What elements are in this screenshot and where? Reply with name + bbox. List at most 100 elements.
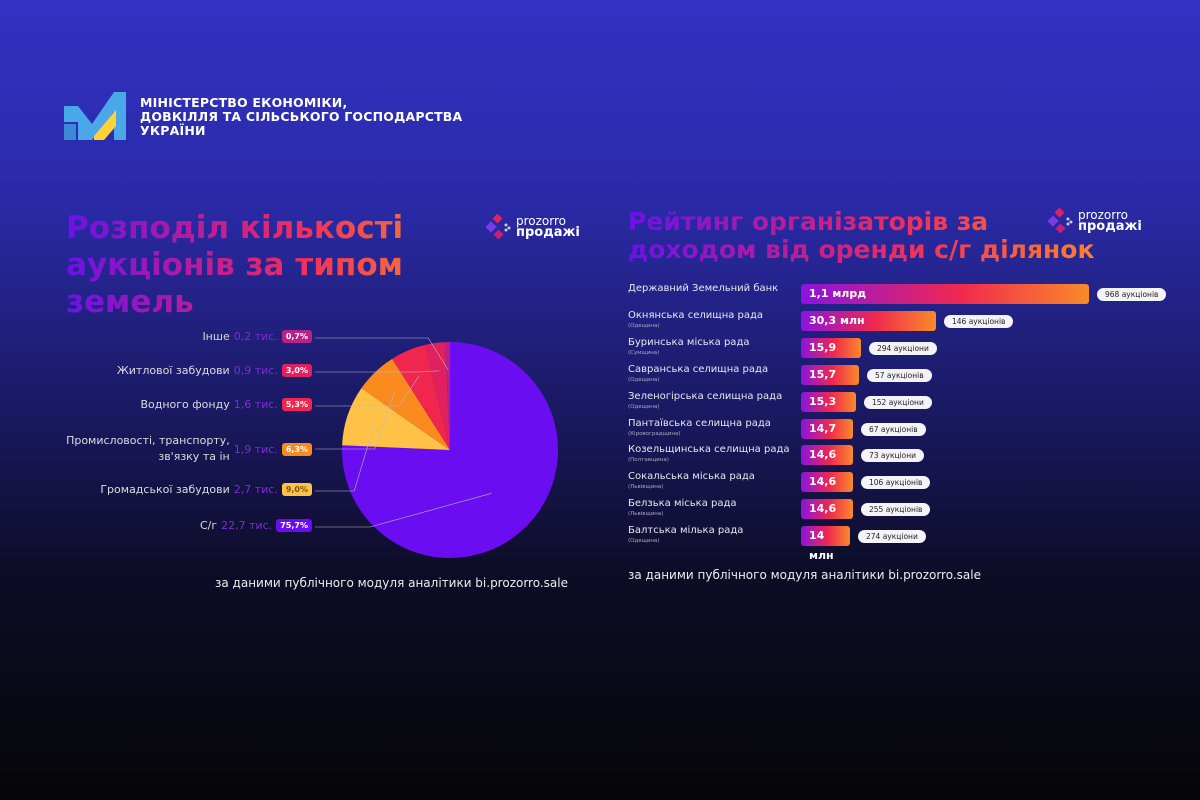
ministry-name-line2: ДОВКІЛЛЯ ТА СІЛЬСЬКОГО ГОСПОДАРСТВА: [140, 109, 463, 124]
bar: 30,3 млн: [801, 310, 936, 331]
brand-line2: продажі: [516, 225, 580, 240]
bar: 14,6 млн: [801, 445, 853, 481]
pie-leader-line: [315, 493, 492, 528]
ministry-name-line1: МІНІСТЕРСТВО ЕКОНОМІКИ,: [140, 95, 348, 110]
pie-label: Житлової забудови 0,9 тис. 3,0%: [117, 364, 312, 377]
bar: 14,7 млн: [801, 418, 853, 455]
auction-count-badge: 152 аукціони: [864, 395, 932, 409]
pie-chart-title: Розподіл кількості аукціонів за типом зе…: [66, 210, 466, 321]
bar-row: Зеленогірська селищна рада (Одещина) 15,…: [628, 390, 1188, 428]
pie-label-value: 1,6 тис.: [233, 398, 278, 411]
pie-label-value: 0,2 тис.: [233, 330, 278, 343]
organizer-name: Пантаївська селищна рада: [628, 417, 771, 429]
pie-leader-line: [315, 370, 439, 373]
pie-label: Громадської забудови 2,7 тис. 9,0%: [100, 483, 312, 496]
organizer-region: (Полтавщина): [628, 457, 669, 464]
source-note-left: за даними публічного модуля аналітики bi…: [215, 576, 568, 590]
prozorro-diamonds-icon: [1048, 208, 1073, 234]
pie-label-percent: 3,0%: [281, 364, 312, 377]
pie-leader-line: [315, 376, 420, 407]
pie-label-name: Громадської забудови: [100, 483, 230, 496]
auction-count-badge: 57 аукціонів: [867, 368, 932, 382]
organizer-name: Савранська селищна рада: [628, 363, 769, 375]
organizer-name: Державний Земельний банк: [628, 283, 779, 294]
organizer-region: (Одещина): [628, 403, 660, 410]
organizer-region: (Одещина): [628, 376, 660, 383]
pie-label-name: Інше: [202, 330, 230, 343]
bar: 15,9 млн: [801, 337, 861, 374]
pie-label-percent: 6,3%: [281, 442, 312, 456]
pie-label-name: Житлової забудови: [116, 364, 230, 377]
bar: 14 млн: [801, 526, 850, 562]
auction-count-badge: 106 аукціонів: [861, 476, 931, 490]
pie-label: Водного фонду 1,6 тис. 5,3%: [140, 398, 312, 411]
pie-label-value: 2,7 тис.: [233, 483, 278, 496]
source-note-right: за даними публічного модуля аналітики bi…: [628, 568, 981, 582]
auction-count-badge: 67 аукціонів: [861, 422, 926, 436]
ministry-name-line3: УКРАЇНИ: [140, 123, 206, 138]
auction-count-badge: 146 аукціонів: [944, 314, 1014, 328]
pie-label-name: Водного фонду: [140, 398, 230, 411]
pie-slice: [342, 388, 450, 450]
pie-label-name: С/г: [199, 519, 218, 532]
pie-label: Промисловості, транспорту, зв'язку та ін…: [55, 433, 312, 465]
pie-leader-line: [315, 337, 449, 371]
organizer-region: (Сумщина): [628, 349, 660, 356]
auction-count-badge: 73 аукціони: [861, 449, 925, 463]
organizer-region: (Кіровоградщина): [628, 430, 681, 437]
pie-label-percent: 9,0%: [281, 483, 312, 496]
prozorro-diamonds-icon: [486, 214, 511, 240]
bar: 15,7 млн: [801, 364, 859, 401]
pie-label-value: 0,9 тис.: [233, 364, 278, 377]
bar: 1,1 млрд: [801, 284, 1089, 304]
organizer-region: (Одещина): [628, 538, 660, 545]
bar-row: Окнянська селищна рада (Одещина) 30,3 мл…: [628, 310, 1188, 334]
auction-count-badge: 255 аукціонів: [861, 503, 931, 517]
pie-label-name: Промисловості, транспорту, зв'язку та ін: [66, 434, 230, 463]
ministry-logo-block: МІНІСТЕРСТВО ЕКОНОМІКИ, ДОВКІЛЛЯ ТА СІЛЬ…: [64, 92, 462, 142]
bar: 14,6 млн: [801, 499, 853, 535]
organizer-region: (Львівщина): [628, 484, 664, 491]
pie-slice: [341, 342, 558, 559]
pie-label-percent: 0,7%: [281, 330, 312, 343]
bar-row: Балтська мілька рада (Одещина) 14 млн 27…: [628, 525, 1188, 562]
bar-row: Буринська міська рада (Сумщина) 15,9 млн…: [628, 336, 1188, 374]
pie-leader-line: [315, 424, 375, 492]
organizer-name: Зеленогірська селищна рада: [628, 390, 783, 402]
organizer-name: Сокальська міська рада: [628, 471, 755, 483]
bar-row: Савранська селищна рада (Одещина) 15,7 м…: [628, 363, 1188, 401]
bar-chart-title: Рейтинг організаторів за доходом від оре…: [628, 208, 1108, 264]
bar-row: Державний Земельний банк 1,1 млрд 968 ау…: [628, 283, 1188, 307]
bar-row: Пантаївська селищна рада (Кіровоградщина…: [628, 417, 1188, 455]
auction-count-badge: 968 аукціонів: [1097, 288, 1167, 301]
auction-count-badge: 274 аукціони: [858, 530, 926, 544]
bar-row: Козельщинська селищна рада (Полтавщина) …: [628, 444, 1188, 481]
organizer-region: (Одещина): [628, 322, 660, 329]
bar-row: Белзька міська рада (Львівщина) 14,6 млн…: [628, 498, 1188, 535]
organizer-name: Балтська мілька рада: [628, 525, 744, 537]
pie-leader-line: [315, 392, 395, 450]
brand-line2: продажі: [1078, 219, 1142, 234]
pie-label: Інше 0,2 тис. 0,7%: [202, 330, 312, 343]
organizer-name: Белзька міська рада: [628, 498, 737, 510]
pie-label-value: 22,7 тис.: [221, 519, 273, 532]
pie-slice: [425, 342, 450, 450]
pie-label-percent: 75,7%: [276, 519, 312, 532]
pie-labels: С/г 22,7 тис. 75,7% Громадської забудови 2,7…: [60, 320, 312, 550]
brand-line1: prozorro: [516, 214, 567, 228]
organizer-region: (Львівщина): [628, 511, 664, 518]
pie-slice: [445, 341, 450, 450]
bar: 14,6 млн: [801, 472, 853, 508]
bar: 15,3 млн: [801, 391, 856, 428]
auction-count-badge: 294 аукціони: [869, 341, 937, 355]
ministry-logo-icon: [64, 92, 126, 140]
organizer-name: Окнянська селищна рада: [628, 309, 764, 321]
pie-slice: [392, 344, 450, 450]
organizer-name: Буринська міська рада: [628, 336, 750, 348]
pie-label-value: 1,9 тис.: [233, 442, 278, 456]
bar-row: Сокальська міська рада (Львівщина) 14,6 …: [628, 471, 1188, 508]
pie-slice: [361, 358, 450, 450]
pie-label: С/г 22,7 тис. 75,7%: [200, 519, 312, 532]
